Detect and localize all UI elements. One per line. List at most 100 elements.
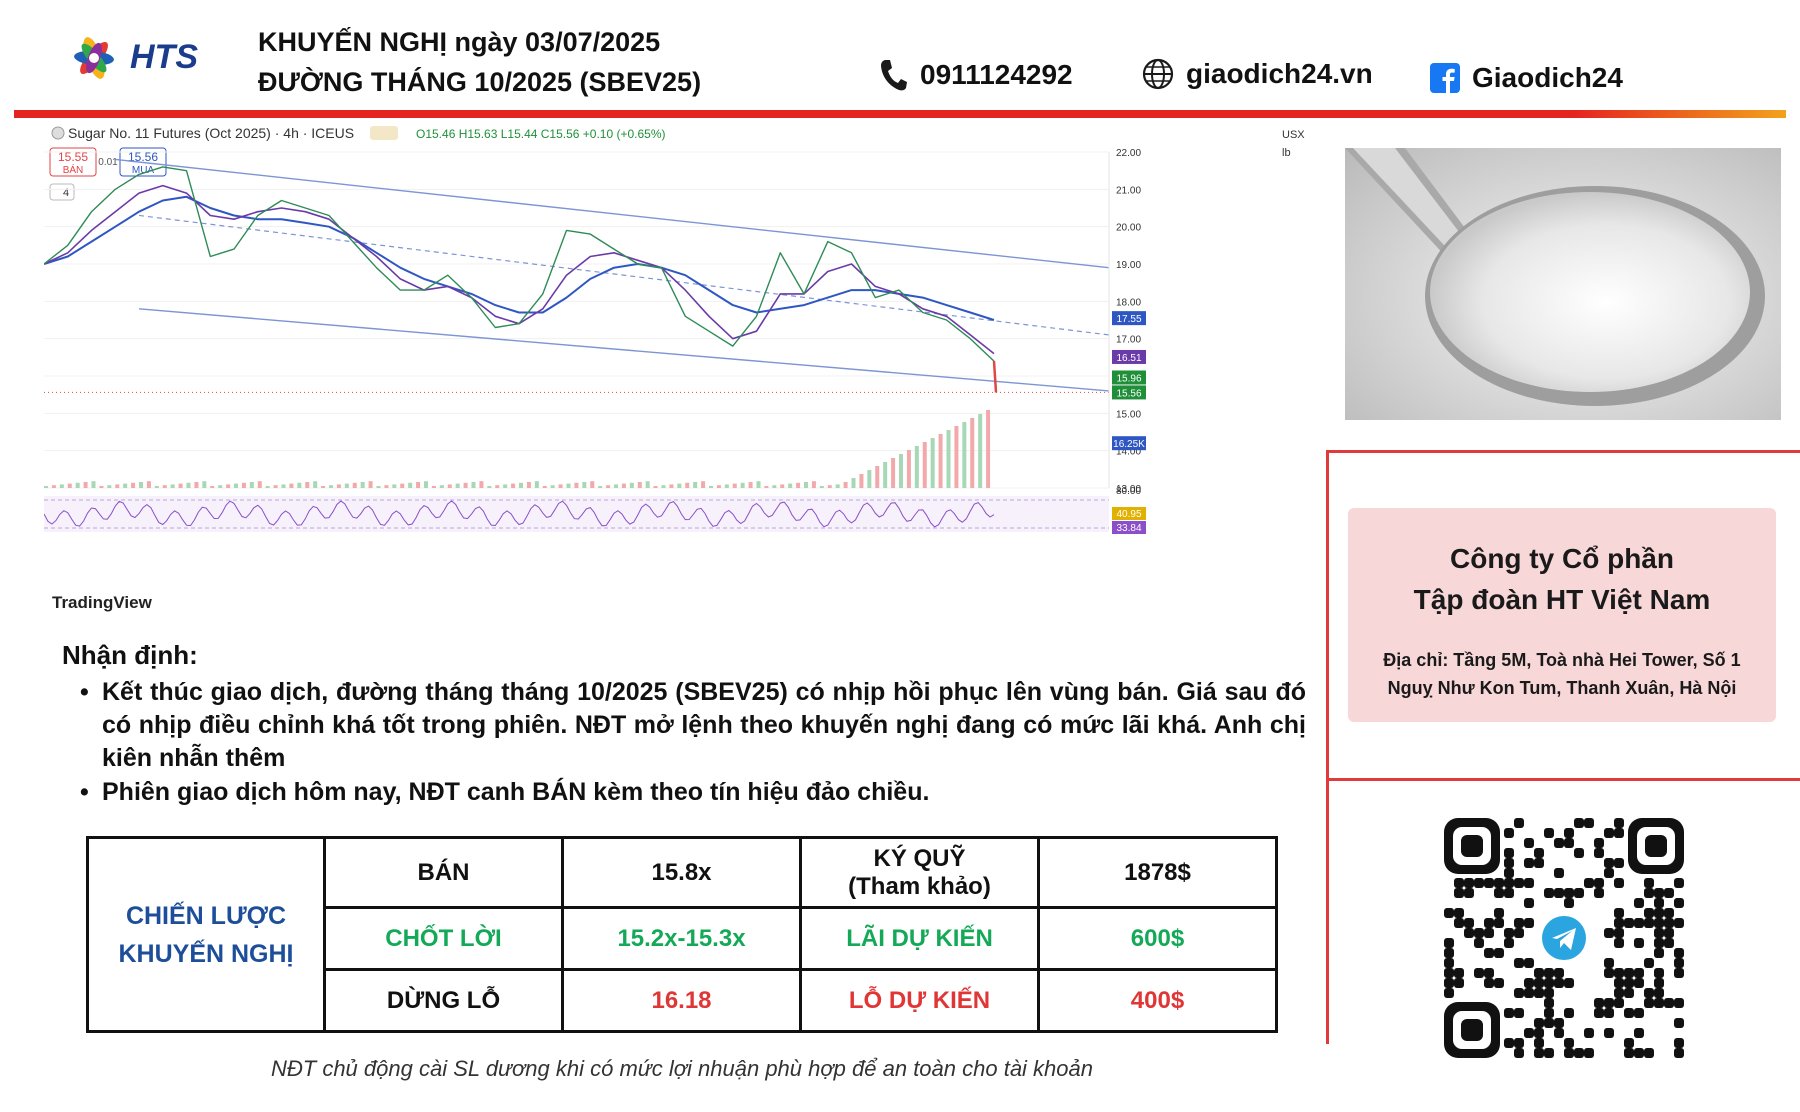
y-tick-label: 15.00 bbox=[1116, 409, 1141, 420]
volume-bar bbox=[906, 450, 911, 488]
qr-module bbox=[1514, 818, 1524, 828]
currency-label[interactable]: USX bbox=[1282, 129, 1305, 141]
chart-title: Sugar No. 11 Futures (Oct 2025) · 4h · I… bbox=[68, 125, 354, 141]
volume-bar bbox=[756, 481, 761, 488]
qr-module bbox=[1654, 888, 1664, 898]
qr-module bbox=[1534, 858, 1544, 868]
volume-bar bbox=[83, 482, 88, 488]
qr-module bbox=[1534, 1028, 1544, 1038]
qr-module bbox=[1594, 848, 1604, 858]
volume-bar bbox=[590, 481, 595, 488]
qr-module bbox=[1514, 988, 1524, 998]
company-name-line2: Tập đoàn HT Việt Nam bbox=[1413, 584, 1711, 615]
volume-bar bbox=[408, 482, 413, 488]
price-tag bbox=[1112, 311, 1146, 326]
qr-module bbox=[1464, 928, 1474, 938]
qr-module bbox=[1494, 978, 1504, 988]
facebook-icon bbox=[1430, 63, 1460, 93]
qr-module bbox=[1634, 918, 1644, 928]
qr-module bbox=[1504, 928, 1514, 938]
volume-bar bbox=[606, 485, 611, 488]
qr-module bbox=[1674, 1038, 1684, 1048]
website-link[interactable]: giaodich24.vn bbox=[1186, 58, 1373, 89]
qr-module bbox=[1554, 868, 1564, 878]
qr-module bbox=[1644, 878, 1654, 888]
qr-module bbox=[1534, 1048, 1544, 1058]
qr-module bbox=[1504, 858, 1514, 868]
qr-module bbox=[1524, 858, 1534, 868]
qr-module bbox=[1674, 998, 1684, 1008]
qr-module bbox=[1524, 958, 1534, 968]
qr-module bbox=[1504, 1038, 1514, 1048]
unit-label[interactable]: lb bbox=[1282, 147, 1291, 159]
qr-module bbox=[1454, 908, 1464, 918]
brand-name: HTS bbox=[130, 38, 198, 76]
volume-bar bbox=[234, 483, 238, 488]
y-tick-label: 21.00 bbox=[1116, 185, 1141, 196]
qr-finder-top-left bbox=[1444, 818, 1500, 874]
volume-bar bbox=[241, 482, 246, 488]
qr-module bbox=[1674, 1048, 1684, 1058]
qr-module bbox=[1624, 1008, 1634, 1018]
qr-module bbox=[1514, 1048, 1524, 1058]
qr-module bbox=[1584, 1028, 1594, 1038]
contact-phone[interactable]: 0911124292 bbox=[878, 58, 1073, 92]
volume-bar bbox=[273, 485, 278, 488]
qr-module bbox=[1564, 1038, 1574, 1048]
analysis-heading: Nhận định: bbox=[62, 640, 198, 670]
qr-module bbox=[1454, 968, 1464, 978]
telegram-qr-code[interactable] bbox=[1444, 818, 1684, 1058]
volume-bar bbox=[859, 474, 864, 488]
expected-loss-label-cell: LỖ DỰ KIẾN bbox=[799, 968, 1040, 1033]
take-profit-label-cell: CHỐT LỜI bbox=[323, 906, 564, 971]
series-ma-line bbox=[44, 195, 995, 321]
qr-module bbox=[1444, 948, 1454, 958]
volume-bar bbox=[598, 486, 603, 488]
volume-bar bbox=[131, 482, 136, 488]
qr-module bbox=[1614, 968, 1624, 978]
qr-module bbox=[1644, 958, 1654, 968]
volume-bar bbox=[352, 482, 357, 488]
volume-bar bbox=[226, 484, 231, 488]
contact-facebook[interactable]: Giaodich24 bbox=[1430, 62, 1623, 94]
qr-module bbox=[1624, 1048, 1634, 1058]
qr-module bbox=[1614, 988, 1624, 998]
qr-module bbox=[1614, 818, 1624, 828]
qr-module bbox=[1544, 888, 1554, 898]
qr-module bbox=[1614, 858, 1624, 868]
strategy-label-line2: KHUYẾN NGHỊ bbox=[118, 939, 294, 968]
volume-bar bbox=[661, 485, 666, 488]
qr-module bbox=[1514, 918, 1524, 928]
qr-module bbox=[1564, 838, 1574, 848]
qr-module bbox=[1444, 938, 1454, 948]
price-tag bbox=[1112, 436, 1146, 451]
y-tick-label: 19.00 bbox=[1116, 260, 1141, 271]
qr-module bbox=[1534, 978, 1544, 988]
qr-module bbox=[1674, 918, 1684, 928]
rsi-line bbox=[44, 500, 995, 528]
qr-module bbox=[1654, 928, 1664, 938]
qr-module bbox=[1594, 998, 1604, 1008]
volume-bar bbox=[542, 486, 547, 488]
qr-finder-bottom-left bbox=[1444, 1002, 1500, 1058]
volume-bar bbox=[431, 486, 436, 488]
qr-code-image bbox=[1444, 818, 1684, 1058]
qr-module bbox=[1454, 978, 1464, 988]
volume-bar bbox=[416, 482, 421, 488]
sell-box[interactable] bbox=[49, 147, 97, 177]
qr-module bbox=[1674, 898, 1684, 908]
spread: 0.01 bbox=[98, 157, 118, 168]
qr-module bbox=[1604, 858, 1614, 868]
rsi-tick-label: 80.00 bbox=[1116, 486, 1141, 497]
series-price-line bbox=[44, 166, 995, 362]
qr-module bbox=[1524, 1028, 1534, 1038]
qr-module bbox=[1634, 978, 1644, 988]
contact-website[interactable]: giaodich24.vn bbox=[1142, 58, 1373, 90]
indicator-toggle[interactable] bbox=[49, 183, 75, 201]
volume-bar bbox=[344, 483, 349, 488]
qr-module bbox=[1604, 998, 1614, 1008]
qr-module bbox=[1494, 878, 1504, 888]
volume-bar bbox=[463, 482, 468, 488]
qr-module bbox=[1614, 828, 1624, 838]
facebook-name[interactable]: Giaodich24 bbox=[1472, 62, 1623, 93]
